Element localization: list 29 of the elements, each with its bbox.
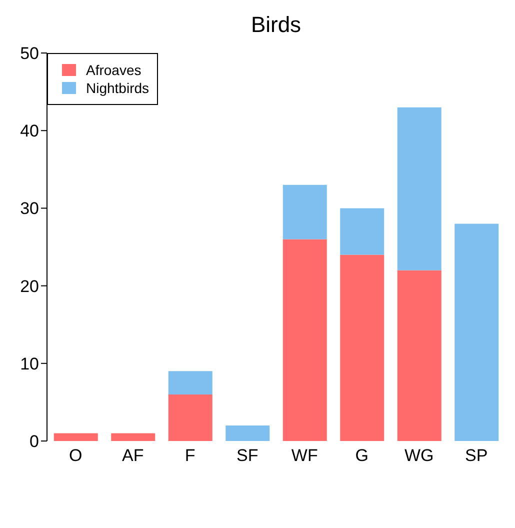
legend-label: Afroaves [86, 62, 142, 78]
y-tick-label: 30 [20, 199, 39, 218]
bar [397, 270, 442, 441]
bar [168, 394, 212, 441]
y-tick-label: 50 [20, 44, 39, 64]
x-tick-label: F [184, 446, 196, 466]
x-tick-label: G [355, 446, 368, 466]
y-tick-label: 10 [20, 354, 39, 374]
legend-label: Nightbirds [86, 80, 150, 96]
x-tick-label: WF [291, 446, 318, 466]
bar [282, 184, 327, 240]
bar [454, 224, 499, 441]
x-tick-label: SP [465, 446, 488, 466]
y-tick-label: 0 [30, 432, 39, 452]
bar [111, 433, 156, 441]
bar [282, 239, 327, 441]
bar [168, 371, 212, 394]
bar [340, 208, 384, 255]
x-tick-label: O [69, 446, 82, 466]
bar [54, 433, 98, 441]
x-tick-label: AF [122, 446, 144, 466]
bar [397, 107, 442, 270]
x-tick-label: SF [236, 446, 258, 466]
bar [340, 254, 384, 441]
y-tick-label: 20 [20, 276, 39, 296]
x-tick-label: WG [404, 446, 434, 466]
bar [226, 425, 270, 441]
chart-title: Birds [250, 12, 302, 38]
y-tick-label: 40 [20, 122, 39, 141]
